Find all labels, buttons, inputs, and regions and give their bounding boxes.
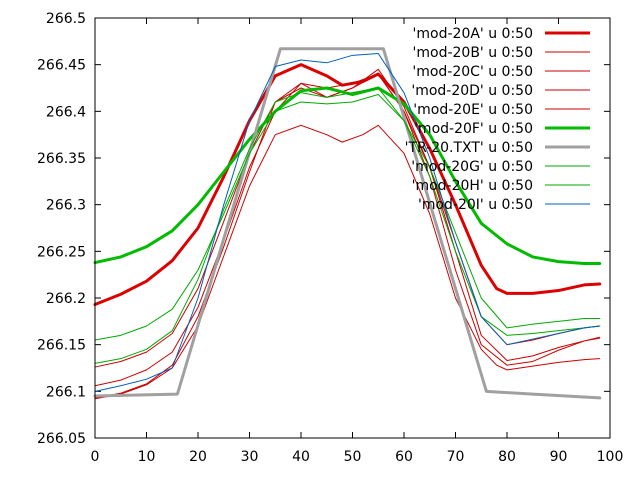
legend-label: 'mod-20E' u 0:50 (413, 102, 533, 118)
legend-label: 'mod-20D' u 0:50 (411, 83, 533, 99)
series-line-4 (94, 73, 601, 368)
legend-label: 'mod-20F' u 0:50 (414, 121, 533, 137)
y-tick-label: 266.05 (37, 431, 86, 447)
series-line-3 (94, 124, 601, 400)
y-tick-label: 266.15 (37, 338, 86, 354)
series-line-8 (94, 87, 601, 364)
x-tick-label: 20 (189, 449, 207, 465)
y-tick-label: 266.4 (46, 104, 86, 120)
legend-label: 'mod-20A' u 0:50 (413, 26, 533, 42)
series-line-9 (94, 52, 601, 392)
x-tick-label: 40 (292, 449, 310, 465)
x-tick-label: 30 (241, 449, 259, 465)
x-tick-label: 80 (498, 449, 516, 465)
x-tick-label: 90 (550, 449, 568, 465)
y-tick-label: 266.3 (46, 198, 86, 214)
x-tick-label: 50 (344, 449, 362, 465)
legend: 'mod-20A' u 0:50 'mod-20B' u 0:50 'mod-20C… (405, 26, 590, 213)
series-lines (93, 47, 602, 400)
x-tick-label: 10 (138, 449, 156, 465)
legend-label: 'mod-20I' u 0:50 (418, 197, 533, 213)
legend-label: 'TR-20.TXT' u 0:50 (405, 140, 533, 156)
legend-label: 'mod-20C' u 0:50 (412, 64, 533, 80)
x-tick-label: 100 (597, 449, 624, 465)
series-line-5 (93, 86, 602, 265)
y-tick-label: 266.5 (46, 11, 86, 27)
legend-label: 'mod-20G' u 0:50 (411, 159, 533, 175)
x-tick-label: 70 (447, 449, 465, 465)
x-tick-label: 0 (91, 449, 100, 465)
legend-label: 'mod-20B' u 0:50 (413, 45, 533, 61)
series-line-6 (93, 47, 602, 400)
y-tick-label: 266.45 (37, 58, 86, 74)
y-tick-label: 266.2 (46, 291, 86, 307)
plot-frame (94, 17, 611, 439)
y-tick-label: 266.35 (37, 151, 86, 167)
series-line-7 (94, 94, 601, 341)
y-tick-label: 266.25 (37, 244, 86, 260)
axis-ticks: 266.05 266.1 266.15 266.2 266.25 266.3 266.35 2… (37, 11, 623, 465)
y-tick-label: 266.1 (46, 384, 86, 400)
series-line-0 (93, 63, 602, 307)
series-line-1 (94, 73, 601, 399)
legend-label: 'mod-20H' u 0:50 (412, 178, 533, 194)
x-tick-label: 60 (395, 449, 413, 465)
